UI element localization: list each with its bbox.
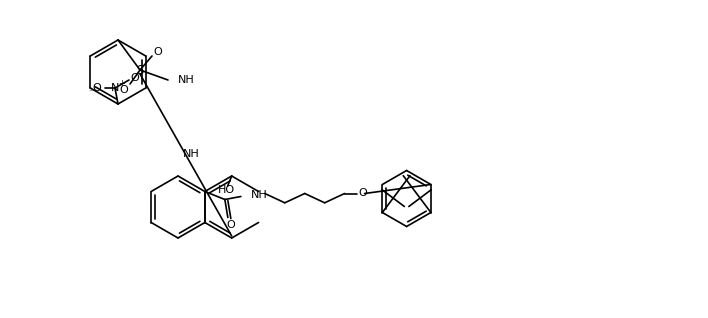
Text: NH: NH — [251, 190, 268, 199]
Text: O: O — [358, 189, 367, 198]
Text: O: O — [93, 83, 101, 93]
Text: S: S — [137, 64, 144, 77]
Text: NH: NH — [178, 75, 195, 85]
Text: O: O — [130, 73, 139, 83]
Text: ⁻: ⁻ — [88, 87, 93, 96]
Text: O: O — [227, 220, 235, 231]
Text: N: N — [111, 83, 119, 93]
Text: O: O — [120, 85, 128, 95]
Text: NH: NH — [183, 149, 199, 159]
Text: O: O — [154, 47, 162, 57]
Text: +: + — [118, 79, 125, 87]
Text: HO: HO — [218, 185, 235, 195]
